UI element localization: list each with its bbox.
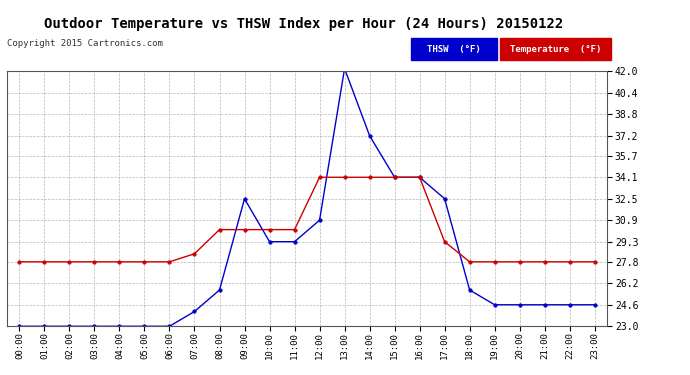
Text: Outdoor Temperature vs THSW Index per Hour (24 Hours) 20150122: Outdoor Temperature vs THSW Index per Ho… [44, 17, 563, 31]
Text: Copyright 2015 Cartronics.com: Copyright 2015 Cartronics.com [7, 39, 163, 48]
Text: Temperature  (°F): Temperature (°F) [510, 45, 601, 54]
Text: THSW  (°F): THSW (°F) [427, 45, 480, 54]
